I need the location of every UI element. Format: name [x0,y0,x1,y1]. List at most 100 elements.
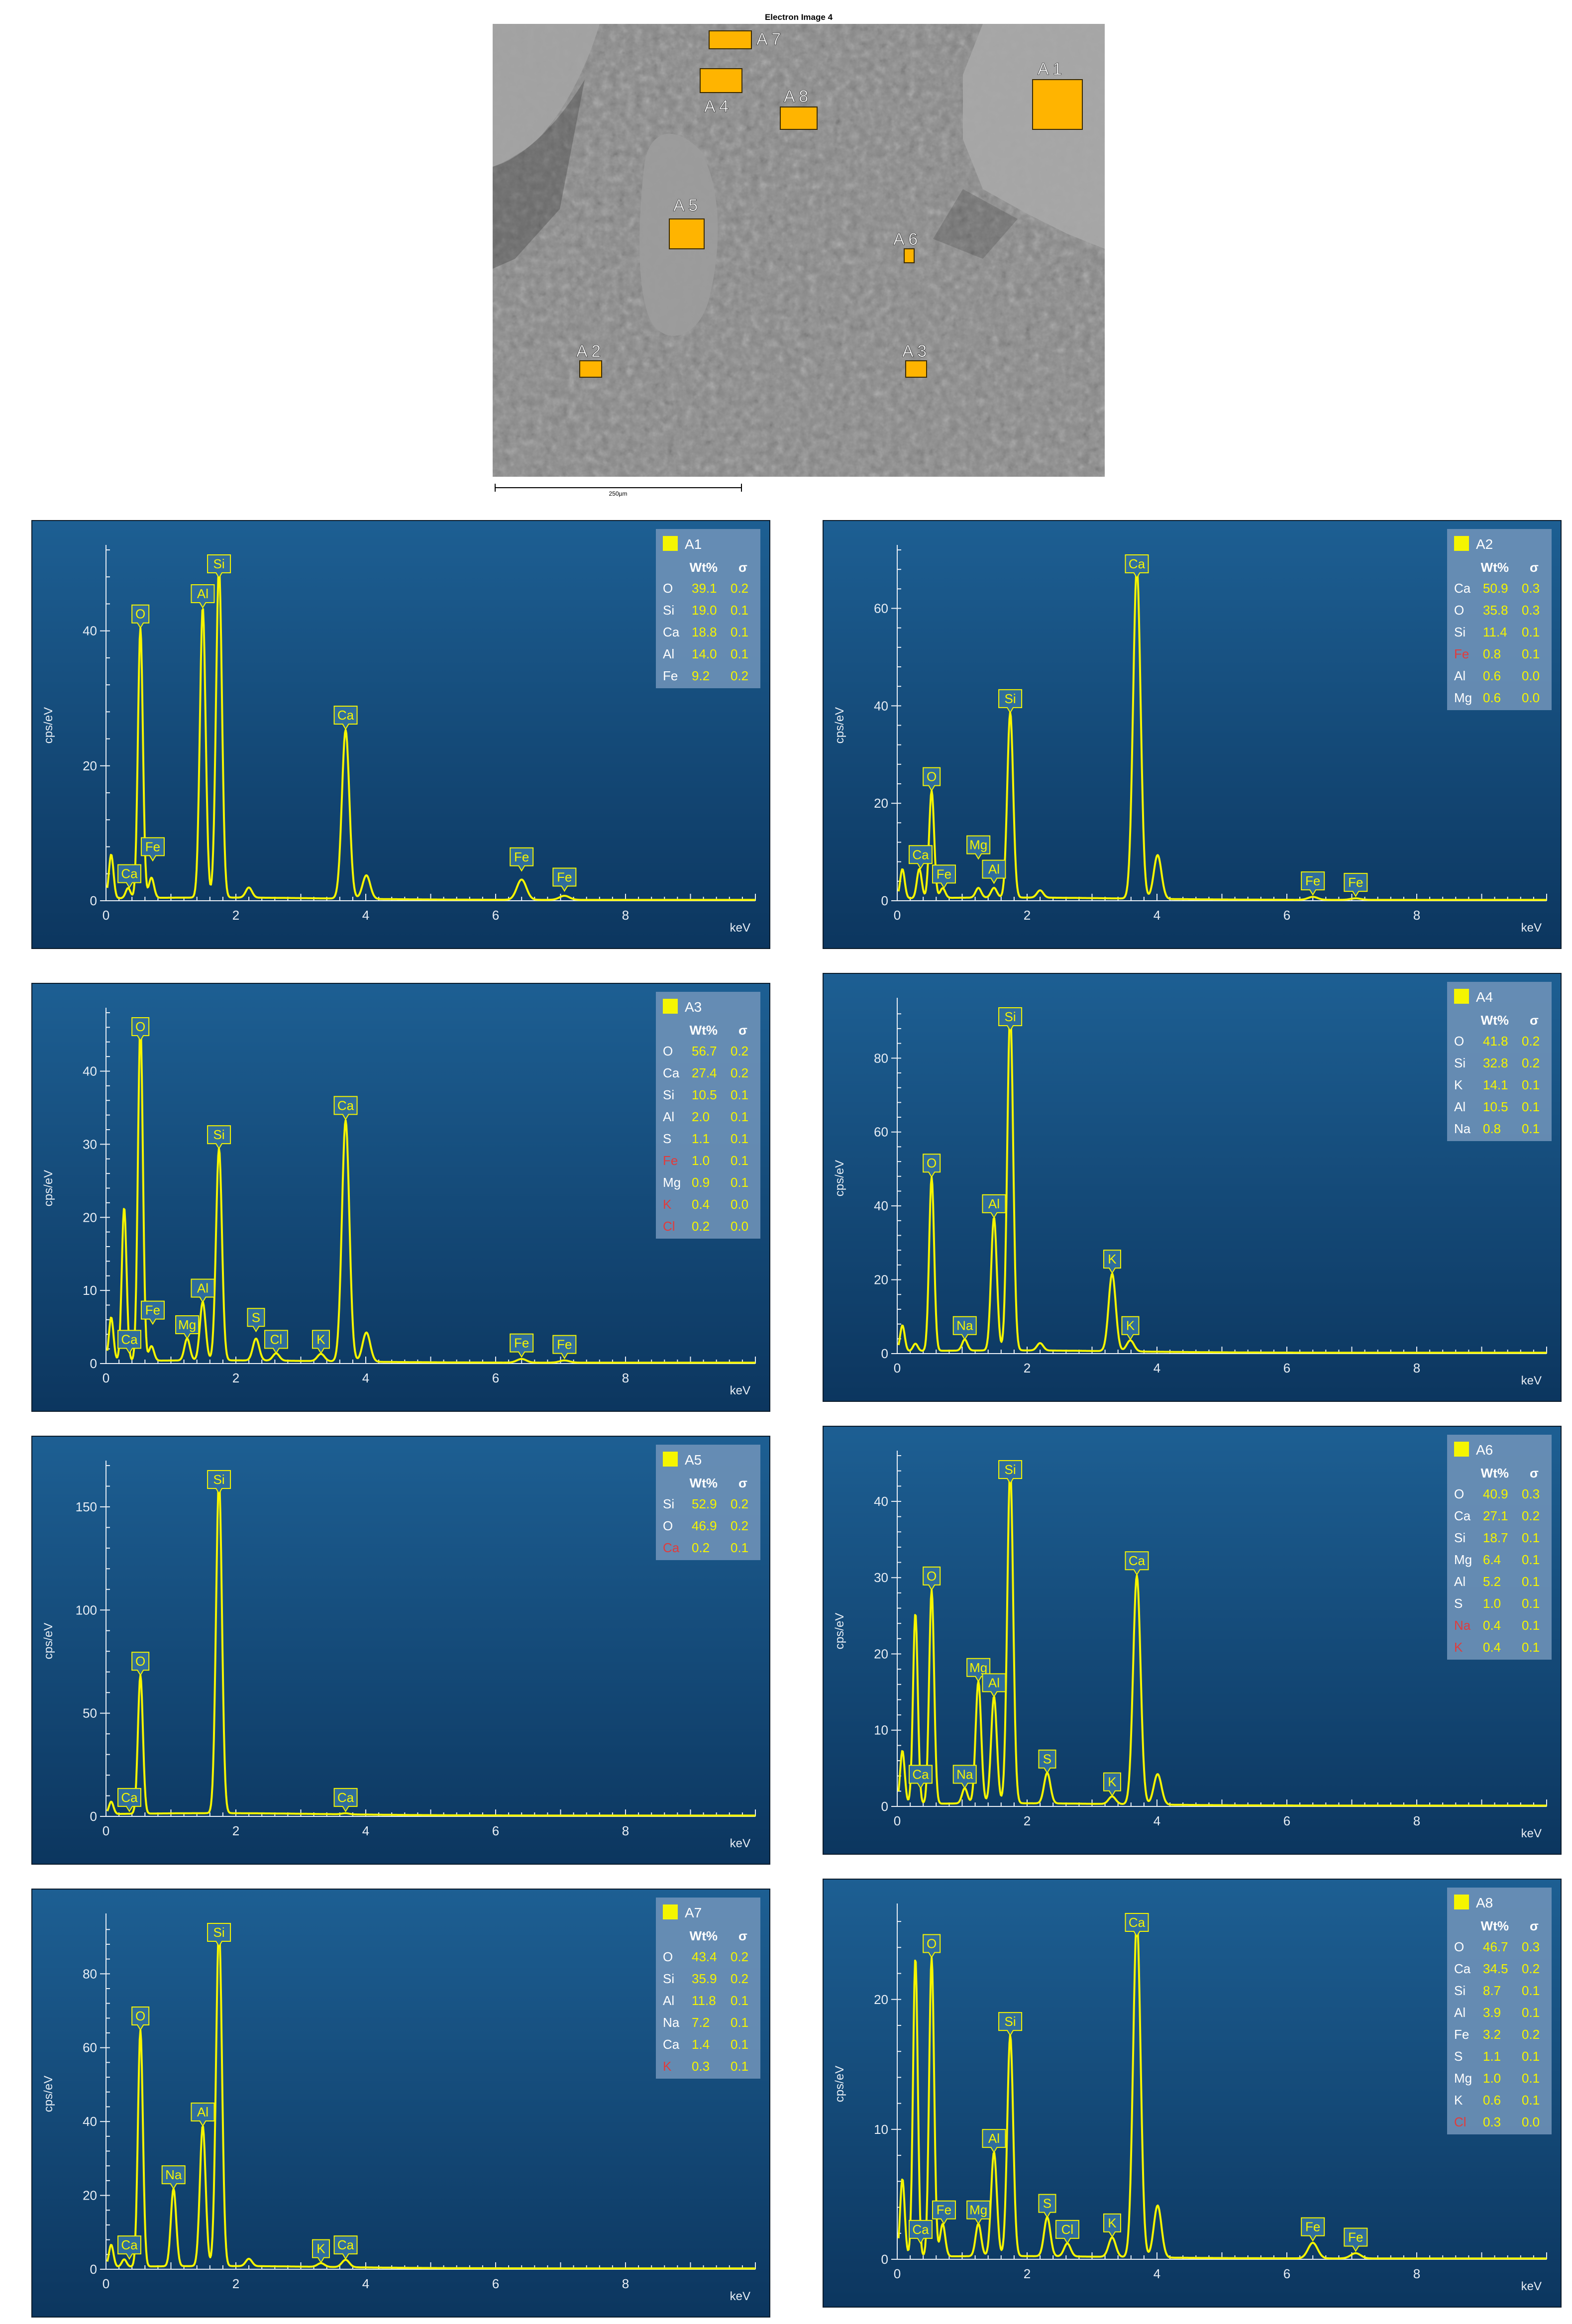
panel-background [31,520,770,949]
legend-element: Ca [1454,581,1471,596]
legend-wt: 1.1 [1483,2049,1501,2064]
legend-sigma: 0.1 [731,2015,748,2030]
element-label-text: S [1043,2196,1051,2211]
legend-element: Si [663,1971,674,1986]
legend-row: Ca 1.4 0.1 [663,2037,748,2052]
legend-wt: 41.8 [1483,1034,1508,1049]
element-label-text: Ca [912,1767,929,1782]
legend-wt: 0.3 [692,2059,710,2074]
legend-wt: 0.2 [692,1540,710,1555]
legend-element: Mg [1454,690,1472,705]
legend-wt: 52.9 [692,1496,717,1511]
legend-wt: 1.4 [692,2037,710,2052]
legend-header-wt: Wt% [1481,1466,1509,1480]
legend-swatch [1454,536,1469,551]
sem-region-box [904,248,915,263]
legend-row: Na 7.2 0.1 [663,2015,748,2030]
legend-row: Al 11.8 0.1 [663,1993,748,2008]
element-label-text: Al [988,862,1000,877]
legend-element: Al [663,646,674,661]
legend-row: Si 11.4 0.1 [1454,625,1540,639]
element-label-text: Si [213,1127,225,1142]
legend-element: Al [1454,1099,1466,1114]
legend-row: Mg 0.9 0.1 [663,1175,748,1190]
element-label-fe: Fe [1344,873,1368,898]
legend-sigma: 0.2 [731,668,748,683]
element-label-al: Al [982,1194,1006,1219]
legend-element: Si [1454,1530,1466,1545]
legend-row: K 0.4 0.1 [1454,1640,1540,1655]
legend-element: Ca [663,2037,680,2052]
element-label-o: O [131,604,150,629]
element-label-text: Ca [337,1098,354,1113]
y-tick-label: 40 [874,1494,888,1509]
legend-sigma: 0.2 [731,1518,748,1533]
legend-element: Cl [1454,2114,1467,2129]
legend-row: Ca 34.5 0.2 [1454,1961,1540,1976]
element-label-text: O [927,1936,937,1951]
element-label-text: Si [1005,1462,1016,1477]
legend-wt: 0.8 [1483,1121,1501,1136]
legend-sigma: 0.1 [731,1153,748,1168]
element-label-si: Si [998,1460,1023,1484]
legend-row: O 46.7 0.3 [1454,1939,1540,1954]
legend-sigma: 0.1 [1522,1618,1540,1633]
legend-element: Si [1454,1983,1466,1998]
sem-micrograph [493,24,1105,477]
element-label-mg: Mg [175,1315,200,1340]
legend-element: Na [663,2015,680,2030]
element-label-o: O [131,1017,150,1042]
legend-element: Ca [663,1065,680,1080]
legend-element: Al [1454,668,1466,683]
legend-row: Al 3.9 0.1 [1454,2005,1540,2020]
legend-row: S 1.1 0.1 [1454,2049,1540,2064]
legend-element: Fe [663,1153,678,1168]
element-label-text: Al [988,2131,1000,2146]
panel-background [31,1436,770,1865]
x-tick-label: 4 [362,1371,369,1385]
legend-row: O 46.9 0.2 [663,1518,748,1533]
y-axis-label: cps/eV [833,1160,846,1196]
legend-row: Ca 18.8 0.1 [663,625,748,639]
legend-header-sigma: σ [738,1023,747,1038]
element-label-o: O [923,1154,941,1178]
legend-element: O [663,581,673,596]
x-tick-label: 0 [103,908,109,923]
legend-sigma: 0.1 [1522,646,1540,661]
element-label-fe: Fe [932,2200,956,2225]
legend-swatch [1454,989,1469,1004]
y-tick-label: 100 [76,1602,97,1617]
legend-wt: 35.9 [692,1971,717,1986]
legend-swatch [663,536,678,551]
sem-region-box [780,106,818,130]
legend-row: O 35.8 0.3 [1454,603,1540,618]
element-label-si: Si [207,554,231,579]
element-label-text: Ca [1129,1553,1146,1568]
element-label-text: Fe [145,1303,160,1318]
element-label-text: O [927,1569,937,1584]
y-tick-label: 20 [83,758,97,773]
y-tick-label: 40 [874,698,888,713]
element-label-fe: Fe [932,864,956,889]
element-label-na: Na [161,2165,186,2190]
legend-row: K 0.6 0.1 [1454,2093,1540,2108]
legend-background [656,1898,760,2079]
legend-sigma: 0.0 [1522,690,1540,705]
legend-element: Si [663,603,674,618]
element-label-mg: Mg [966,2200,991,2225]
legend-wt: 1.1 [692,1131,710,1146]
element-label-k: K [1103,1250,1121,1274]
x-tick-label: 8 [622,2276,629,2291]
legend-wt: 11.8 [692,1993,716,2008]
element-label-fe: Fe [1301,871,1325,896]
x-axis-label: keV [1521,1374,1542,1387]
legend-sigma: 0.1 [1522,2071,1540,2086]
legend-sigma: 0.3 [1522,603,1540,618]
element-label-text: Fe [145,839,160,854]
element-label-fe: Fe [552,1335,577,1360]
x-tick-label: 8 [622,1371,629,1385]
element-label-si: Si [998,2012,1023,2037]
legend-sigma: 0.1 [1522,1596,1540,1611]
element-label-k: K [1121,1316,1140,1341]
x-axis-label: keV [730,1837,750,1850]
